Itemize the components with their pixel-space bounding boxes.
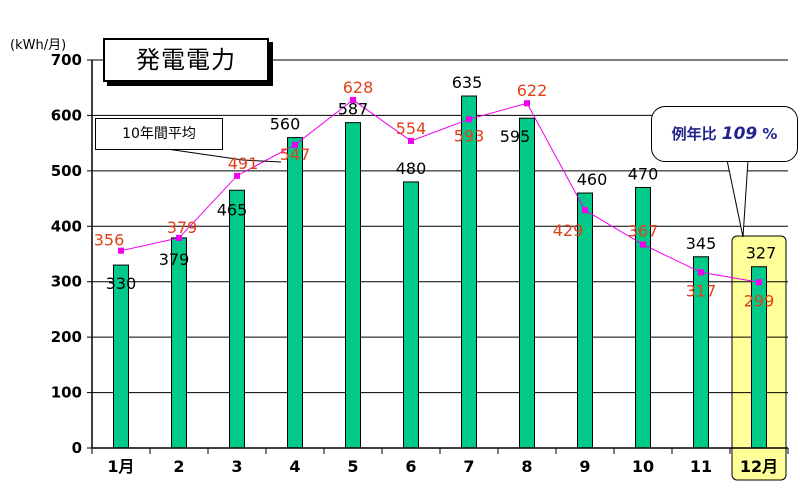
bar-2 (229, 189, 245, 449)
average-line (120, 99, 760, 283)
bar-value-label-1: 379 (159, 250, 190, 269)
average-value-label-10: 317 (686, 281, 717, 300)
average-marker-3 (292, 141, 298, 148)
average-value-label-9: 367 (628, 222, 659, 241)
average-value-label-2: 491 (228, 154, 259, 173)
yearly-ratio-bubble: 例年比 109 % (651, 106, 798, 162)
average-value-label-11: 299 (744, 291, 775, 310)
x-tick-label-7: 8 (521, 457, 532, 476)
average-marker-1 (176, 234, 182, 241)
average-value-label-6: 593 (454, 126, 485, 145)
y-tick-label-300: 300 (51, 273, 82, 291)
x-tick-label-2: 3 (231, 457, 242, 476)
x-tick-label-11: 12月 (740, 457, 778, 476)
bar-value-label-3: 560 (270, 115, 301, 134)
y-axis-unit-label: (kWh/月) (10, 38, 67, 53)
chart-title: 発電電力 (103, 38, 269, 82)
bar-4 (345, 122, 361, 449)
ratio-label: 例年比 (671, 125, 717, 143)
average-callout-pointer (159, 147, 282, 163)
x-tick-label-1: 2 (173, 457, 184, 476)
x-tick-label-10: 11 (690, 457, 712, 476)
bar-value-label-7: 595 (500, 127, 531, 146)
bar-6 (461, 95, 477, 449)
bar-value-label-10: 345 (686, 234, 717, 253)
average-marker-2 (234, 172, 240, 179)
average-marker-10 (698, 269, 704, 276)
average-marker-11 (756, 279, 762, 286)
average-value-label-4: 628 (343, 78, 374, 97)
x-tick-label-8: 9 (579, 457, 590, 476)
bar-value-label-8: 460 (577, 170, 608, 189)
average-value-label-1: 379 (167, 218, 198, 237)
bar-5 (403, 181, 419, 449)
bar-value-label-6: 635 (452, 73, 483, 92)
bar-value-label-11: 327 (746, 244, 777, 263)
ratio-bubble-pointer (726, 159, 749, 238)
average-value-label-0: 356 (94, 231, 125, 250)
average-marker-4 (350, 96, 356, 103)
y-tick-label-200: 200 (51, 328, 82, 346)
y-tick-label-0: 0 (72, 439, 82, 457)
bar-value-label-4: 587 (338, 100, 369, 119)
y-tick-label-600: 600 (51, 106, 82, 124)
ratio-value: 109 (721, 124, 758, 144)
x-tick-label-9: 10 (632, 457, 654, 476)
average-value-label-7: 622 (517, 81, 548, 100)
bar-3 (287, 137, 303, 449)
bar-value-label-5: 480 (396, 159, 427, 178)
bar-7 (519, 117, 535, 449)
y-tick-label-100: 100 (51, 384, 82, 402)
average-marker-9 (640, 241, 646, 248)
x-tick-label-5: 6 (405, 457, 416, 476)
average-marker-8 (582, 207, 588, 214)
bar-value-label-0: 330 (106, 274, 137, 293)
average-value-label-8: 429 (553, 221, 584, 240)
average-value-label-3: 547 (280, 145, 311, 164)
bar-value-label-2: 465 (217, 200, 248, 219)
y-tick-label-400: 400 (51, 217, 82, 235)
average-marker-0 (118, 247, 124, 254)
x-tick-label-4: 5 (347, 457, 358, 476)
bar-value-label-9: 470 (628, 164, 659, 183)
average-legend-callout: 10年間平均 (95, 118, 223, 150)
y-tick-label-700: 700 (51, 51, 82, 69)
ratio-unit: % (762, 125, 778, 143)
y-tick-label-500: 500 (51, 162, 82, 180)
x-tick-label-0: 1月 (107, 457, 134, 476)
average-value-label-5: 554 (396, 119, 427, 138)
average-marker-5 (408, 137, 414, 144)
average-marker-7 (524, 100, 530, 107)
average-marker-6 (466, 116, 472, 123)
bar-1 (171, 237, 187, 449)
x-tick-label-6: 7 (463, 457, 474, 476)
x-tick-label-3: 4 (289, 457, 300, 476)
